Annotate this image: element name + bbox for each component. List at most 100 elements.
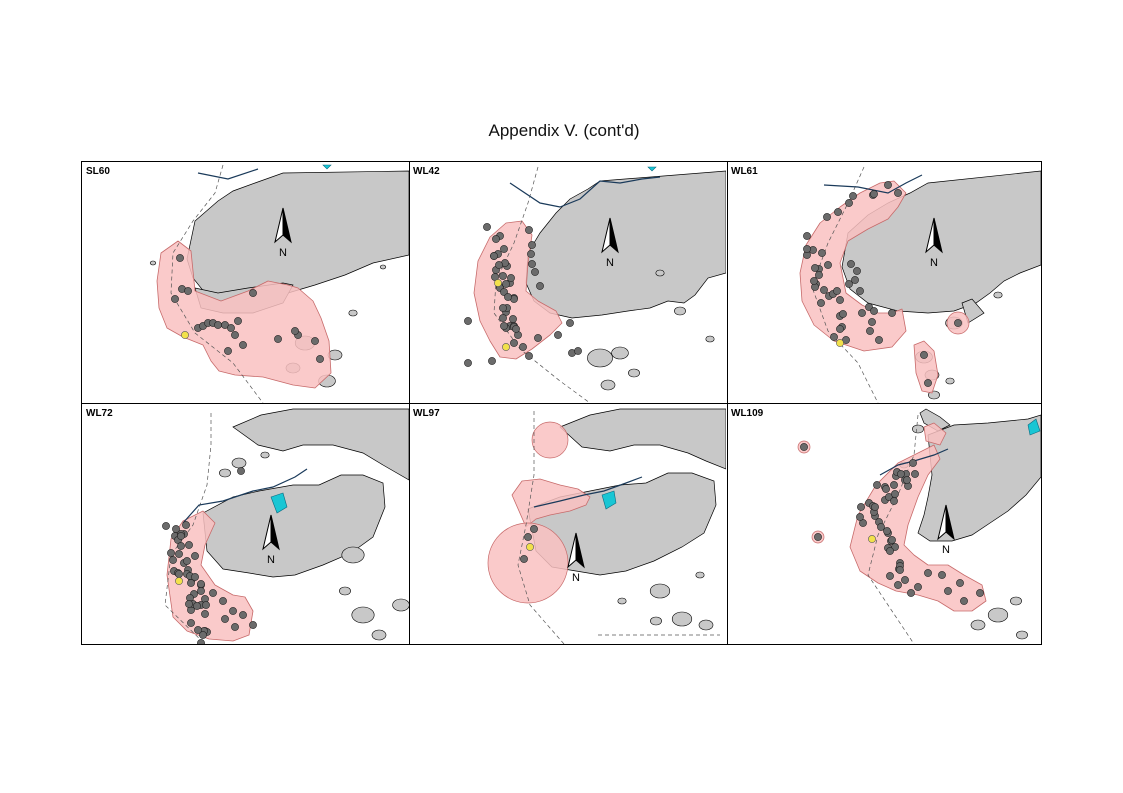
highlighted-sighting-point: [836, 339, 844, 347]
sighting-point: [184, 287, 192, 295]
sighting-point: [191, 573, 199, 581]
sighting-point: [510, 339, 518, 347]
boundary-layer: [164, 413, 308, 644]
sighting-layer: [162, 467, 257, 644]
map-panel-wl72: N WL72: [83, 405, 409, 644]
sighting-point: [224, 347, 232, 355]
sighting-point: [249, 289, 257, 297]
sighting-point: [500, 245, 508, 253]
sighting-point: [836, 325, 844, 333]
sighting-point: [976, 589, 984, 597]
sighting-point: [811, 264, 819, 272]
sighting-point: [185, 600, 193, 608]
map-svg: N: [149, 164, 409, 403]
sighting-point: [507, 274, 515, 282]
sighting-point: [924, 379, 932, 387]
sighting-layer: [800, 443, 984, 605]
land-mass: [202, 474, 386, 578]
sighting-point: [197, 587, 205, 595]
sighting-point: [520, 555, 528, 563]
land-mass: [917, 414, 1041, 542]
sighting-point: [903, 476, 911, 484]
sighting-point: [527, 250, 535, 258]
highlighted-sighting-point: [526, 543, 534, 551]
north-label: N: [930, 257, 938, 269]
sighting-point: [883, 527, 891, 535]
land-layer: [899, 408, 1041, 640]
sighting-point: [870, 190, 878, 198]
map-svg: N: [797, 408, 1041, 644]
sighting-point: [574, 347, 582, 355]
sighting-point: [169, 556, 177, 564]
grid-divider: [82, 403, 1041, 404]
sighting-point: [524, 533, 532, 541]
sighting-point: [231, 331, 239, 339]
sighting-point: [239, 341, 247, 349]
sighting-point: [896, 566, 904, 574]
home-range-area: [913, 340, 939, 394]
sighting-point: [894, 189, 902, 197]
panel-label: WL42: [413, 166, 440, 177]
sighting-point: [519, 343, 527, 351]
sighting-point: [839, 310, 847, 318]
sighting-point: [875, 336, 883, 344]
islet: [219, 468, 231, 478]
north-label: N: [267, 554, 275, 566]
sighting-point: [836, 296, 844, 304]
islet: [231, 457, 247, 469]
sighting-layer: [803, 181, 962, 387]
sighting-point: [227, 324, 235, 332]
panel-label: WL109: [731, 408, 764, 419]
sighting-point: [502, 280, 510, 288]
sighting-point: [851, 276, 859, 284]
islet: [1010, 596, 1022, 606]
boundary-line: [867, 414, 919, 644]
sighting-point: [824, 261, 832, 269]
sighting-point: [871, 503, 879, 511]
sighting-point: [191, 552, 199, 560]
north-label: N: [279, 247, 287, 259]
islet: [671, 611, 693, 627]
shoreline-feature: [823, 174, 923, 194]
sighting-point: [175, 570, 183, 578]
sighting-point: [530, 525, 538, 533]
sighting-point: [209, 589, 217, 597]
sighting-point: [172, 525, 180, 533]
sighting-point: [830, 333, 838, 341]
sighting-point: [803, 245, 811, 253]
islet: [611, 346, 629, 360]
sighting-point: [890, 497, 898, 505]
figure-grid: N SL60 N WL42 N WL61 N WL72 N WL97 N WL109: [81, 161, 1042, 645]
sighting-point: [187, 579, 195, 587]
islet: [341, 546, 365, 564]
islet: [655, 269, 665, 277]
sighting-point: [554, 331, 562, 339]
sighting-point: [187, 619, 195, 627]
sighting-point: [803, 232, 811, 240]
sighting-point: [490, 252, 498, 260]
sighting-point: [877, 523, 885, 531]
sighting-point: [177, 542, 185, 550]
sighting-point: [956, 579, 964, 587]
north-arrow-icon: [567, 532, 585, 569]
islet: [970, 619, 986, 631]
sighting-point: [176, 254, 184, 262]
sighting-point: [499, 272, 507, 280]
sighting-point: [175, 550, 183, 558]
north-arrow-icon: [925, 217, 943, 254]
sighting-point: [197, 580, 205, 588]
land-mass: [232, 408, 409, 481]
islet: [371, 629, 387, 641]
sighting-point: [870, 307, 878, 315]
sighting-point: [924, 569, 932, 577]
map-panel-sl60: N SL60: [83, 163, 409, 403]
sighting-point: [495, 261, 503, 269]
shoreline-feature: [182, 468, 308, 524]
islet: [912, 424, 924, 434]
boundary-layer: [493, 166, 661, 403]
sighting-point: [897, 470, 905, 478]
sighting-point: [483, 223, 491, 231]
map-panel-wl42: N WL42: [410, 163, 726, 403]
islet: [698, 619, 714, 631]
sighting-point: [464, 359, 472, 367]
